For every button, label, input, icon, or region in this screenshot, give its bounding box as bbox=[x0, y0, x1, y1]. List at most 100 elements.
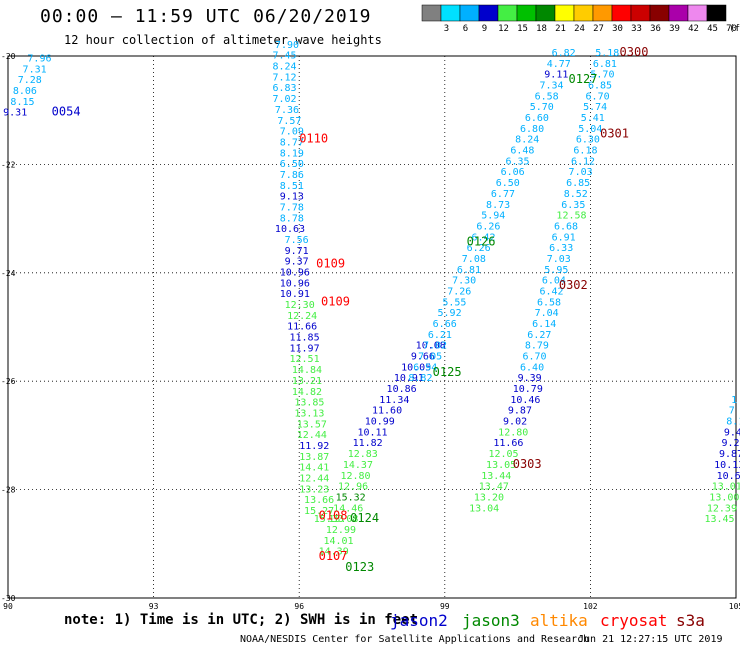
swh-value-label: 13.23 bbox=[299, 484, 329, 495]
swh-value-label: 14.84 bbox=[292, 365, 322, 376]
swh-value-label: 8.78 bbox=[280, 213, 304, 224]
swh-value-label: 6.83 bbox=[273, 83, 297, 94]
swh-value-label: 6.12 bbox=[571, 156, 595, 167]
colorbar-label: 24 bbox=[574, 24, 585, 34]
swh-value-label: 9.31 bbox=[3, 108, 27, 119]
swh-value-label: 5.92 bbox=[438, 308, 462, 319]
swh-value-label: 6.85 bbox=[588, 81, 612, 92]
pass-time-label: 0123 bbox=[345, 560, 374, 574]
swh-value-label: 14.39 bbox=[319, 547, 349, 558]
swh-value-label: 6.42 bbox=[539, 286, 563, 297]
swh-value-label: 12.83 bbox=[348, 449, 378, 460]
swh-value-label: 12.51 bbox=[289, 354, 319, 365]
swh-value-label: 7.56 bbox=[285, 235, 309, 246]
pass-time-label: 0110 bbox=[299, 132, 328, 146]
colorbar-label: 30 bbox=[612, 24, 623, 34]
swh-value-label: 6.70 bbox=[586, 91, 610, 102]
colorbar-label: 70 bbox=[726, 24, 737, 34]
swh-value-label: 9.11 bbox=[544, 70, 568, 81]
swh-value-label: 7.04 bbox=[535, 308, 559, 319]
swh-value-label: 14.82 bbox=[292, 387, 322, 398]
swh-value-label: 10.91 bbox=[280, 289, 310, 300]
swh-value-label: 9.71 bbox=[285, 246, 309, 257]
swh-value-label: 6.85 bbox=[566, 178, 590, 189]
swh-value-label: 11.92 bbox=[299, 441, 329, 452]
colorbar-label: 33 bbox=[631, 24, 642, 34]
x-tick-label: 102 bbox=[583, 602, 598, 611]
swh-value-label: 12.05 bbox=[488, 449, 518, 460]
swh-value-label: 8.24 bbox=[273, 62, 297, 73]
swh-value-label: 8.24 bbox=[515, 135, 539, 146]
swh-value-label: 6.30 bbox=[576, 135, 600, 146]
pass-time-label: 0300 bbox=[620, 45, 649, 59]
swh-value-label: 8.79 bbox=[525, 341, 549, 352]
swh-value-label: 13.01 bbox=[712, 482, 740, 493]
swh-value-label: 5.18 bbox=[595, 48, 619, 59]
swh-value-label: 8.52 bbox=[564, 189, 588, 200]
swh-value-label: 6.80 bbox=[520, 124, 544, 135]
swh-value-label: 5.70 bbox=[530, 102, 554, 113]
swh-value-label: 6.42 bbox=[471, 232, 495, 243]
swh-value-label: 6.50 bbox=[280, 159, 304, 170]
swh-value-label: 9.39 bbox=[518, 373, 542, 384]
swh-value-label: 10.08 bbox=[416, 341, 446, 352]
colorbar-label: 9 bbox=[482, 24, 487, 34]
swh-value-label: 7.03 bbox=[569, 167, 593, 178]
swh-value-label: 7.03 bbox=[547, 254, 571, 265]
swh-value-label: 7.86 bbox=[280, 170, 304, 181]
swh-value-label: 10.96 bbox=[280, 268, 310, 279]
swh-value-label: 13.05 bbox=[486, 460, 516, 471]
swh-value-label: 13.21 bbox=[292, 376, 322, 387]
colorbar-label: 39 bbox=[669, 24, 680, 34]
colorbar-label: 42 bbox=[688, 24, 699, 34]
swh-value-label: 7.09 bbox=[280, 127, 304, 138]
swh-value-label: 13.44 bbox=[481, 471, 511, 482]
swh-value-label: 13.04 bbox=[469, 503, 499, 514]
swh-value-label: 9.13 bbox=[280, 192, 304, 203]
swh-value-label: 8.82 bbox=[408, 373, 432, 384]
swh-value-label: 10.05 bbox=[401, 362, 431, 373]
swh-value-label: 13.00 bbox=[709, 492, 739, 503]
swh-value-label: 7.78 bbox=[280, 202, 304, 213]
legend-s3a: s3a bbox=[676, 611, 705, 630]
swh-value-label: 7 bbox=[729, 406, 735, 417]
colorbar-label: 6 bbox=[463, 24, 468, 34]
swh-value-label: 8.1 bbox=[726, 417, 740, 428]
swh-value-label: 13.13 bbox=[294, 408, 324, 419]
colorbar-label: 21 bbox=[555, 24, 566, 34]
swh-value-label: 6.26 bbox=[476, 221, 500, 232]
y-tick-label: -20 bbox=[1, 52, 16, 61]
swh-value-label: 5.70 bbox=[590, 70, 614, 81]
chart-title: 00:00 – 11:59 UTC 06/20/2019 bbox=[40, 6, 372, 27]
x-tick-label: 93 bbox=[149, 602, 159, 611]
swh-value-label: 8.19 bbox=[280, 148, 304, 159]
timestamp-text: Jun 21 12:27:15 UTC 2019 bbox=[578, 634, 723, 645]
swh-value-label: 10.46 bbox=[510, 395, 540, 406]
swh-value-label: 6.58 bbox=[537, 297, 561, 308]
swh-value-label: 6.04 bbox=[542, 276, 566, 287]
x-tick-label: 105 bbox=[729, 602, 740, 611]
colorbar-label: 3 bbox=[444, 24, 449, 34]
swh-value-label: 9.2 bbox=[721, 438, 739, 449]
colorbar-label: 45 bbox=[707, 24, 718, 34]
swh-value-label: 14.46 bbox=[333, 503, 363, 514]
swh-value-label: 13.66 bbox=[304, 495, 334, 506]
swh-value-label: 6.40 bbox=[520, 362, 544, 373]
swh-value-label: 13.85 bbox=[294, 398, 324, 409]
y-tick-label: -26 bbox=[1, 377, 16, 386]
swh-value-label: 6.91 bbox=[552, 232, 576, 243]
swh-value-label: 15.27 bbox=[304, 506, 334, 517]
swh-value-label: 10.91 bbox=[394, 373, 424, 384]
swh-value-label: 13.87 bbox=[299, 452, 329, 463]
pass-time-label: 0124 bbox=[350, 511, 379, 525]
swh-value-label: 6.81 bbox=[593, 59, 617, 70]
swh-value-label: 6.35 bbox=[505, 156, 529, 167]
colorbar-label: 12 bbox=[498, 24, 509, 34]
swh-value-label: 7.36 bbox=[275, 105, 299, 116]
swh-value-label: 6.77 bbox=[491, 189, 515, 200]
colorbar-unit: (ft) bbox=[729, 24, 740, 34]
swh-value-label: 8.73 bbox=[486, 200, 510, 211]
swh-value-label: 13.08 bbox=[328, 514, 358, 525]
legend-altika: altika bbox=[530, 611, 588, 630]
colorbar-label: 15 bbox=[517, 24, 528, 34]
